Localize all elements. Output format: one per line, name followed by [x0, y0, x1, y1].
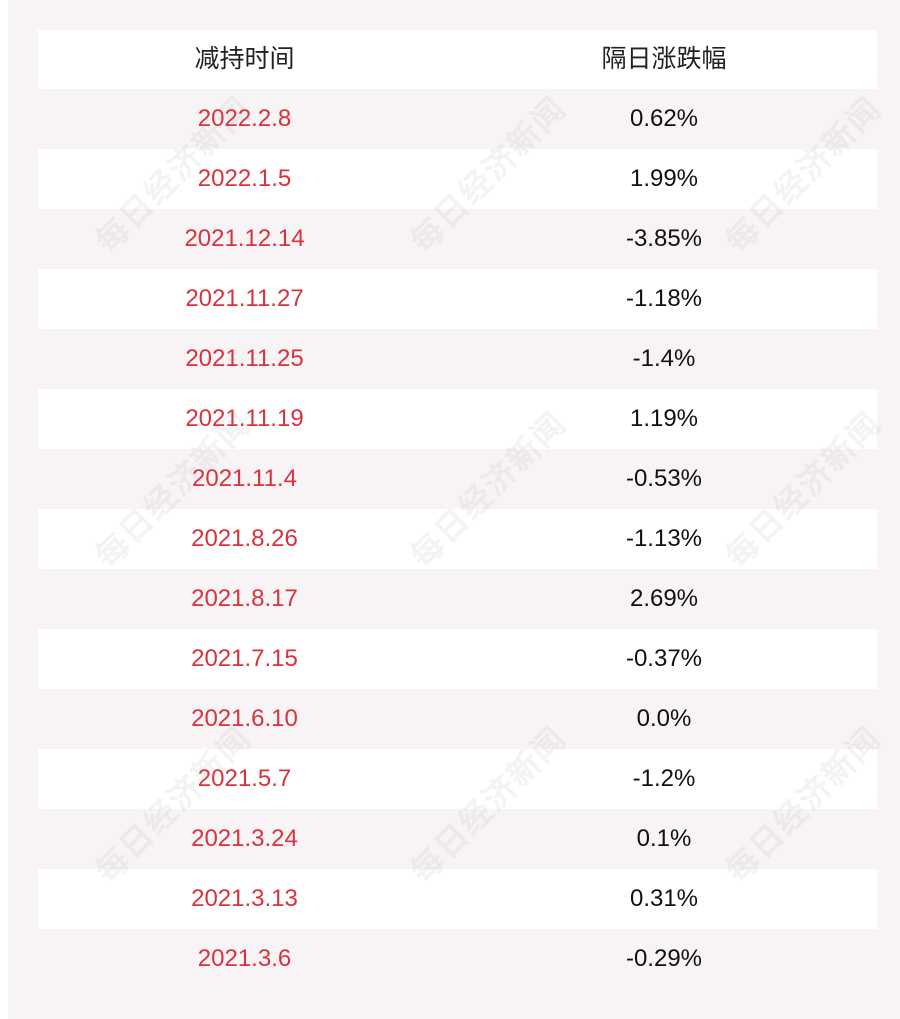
header-change: 隔日涨跌幅 [601, 45, 727, 73]
row-change: 0.0% [636, 705, 692, 732]
table-row: 2021.11.27 -1.18% [38, 269, 877, 329]
table-header-row: 减持时间 隔日涨跌幅 [38, 30, 877, 89]
row-change: -0.29% [625, 945, 703, 972]
row-date: 2021.3.24 [191, 825, 298, 852]
row-change: -1.13% [625, 525, 703, 552]
row-change: 2.69% [629, 585, 699, 612]
row-change: -1.18% [625, 285, 703, 312]
table-row: 2022.2.8 0.62% [38, 89, 877, 149]
row-change: 0.62% [629, 105, 699, 132]
table-row: 2021.6.10 0.0% [38, 689, 877, 749]
row-change: -1.4% [632, 345, 696, 372]
row-date: 2022.2.8 [197, 105, 292, 132]
data-table: 减持时间 隔日涨跌幅 2022.2.8 0.62% 2022.1.5 1.99% 202… [38, 30, 877, 989]
table-row: 2021.5.7 -1.2% [38, 749, 877, 809]
row-change: 1.19% [629, 405, 699, 432]
row-date: 2021.5.7 [197, 765, 292, 792]
row-date: 2021.11.25 [185, 345, 304, 372]
row-change: -3.85% [625, 225, 703, 252]
row-change: 0.31% [629, 885, 699, 912]
row-date: 2021.8.26 [191, 525, 298, 552]
row-date: 2021.3.13 [191, 885, 298, 912]
row-change: 0.1% [636, 825, 692, 852]
row-date: 2021.6.10 [191, 705, 298, 732]
table-row: 2021.11.25 -1.4% [38, 329, 877, 389]
table-row: 2021.3.13 0.31% [38, 869, 877, 929]
table-row: 2021.11.19 1.19% [38, 389, 877, 449]
row-date: 2021.11.4 [192, 465, 297, 492]
row-change: -0.53% [625, 465, 703, 492]
row-date: 2022.1.5 [197, 165, 292, 192]
table-row: 2022.1.5 1.99% [38, 149, 877, 209]
table-body: 2022.2.8 0.62% 2022.1.5 1.99% 2021.12.14 -3.8… [38, 89, 877, 989]
row-date: 2021.7.15 [191, 645, 298, 672]
table-row: 2021.11.4 -0.53% [38, 449, 877, 509]
table-row: 2021.3.6 -0.29% [38, 929, 877, 989]
table-row: 2021.7.15 -0.37% [38, 629, 877, 689]
row-change: 1.99% [629, 165, 699, 192]
row-date: 2021.11.27 [185, 285, 304, 312]
table-row: 2021.8.17 2.69% [38, 569, 877, 629]
row-change: -1.2% [632, 765, 696, 792]
row-date: 2021.8.17 [191, 585, 298, 612]
row-date: 2021.11.19 [185, 405, 304, 432]
table-row: 2021.12.14 -3.85% [38, 209, 877, 269]
table-row: 2021.8.26 -1.13% [38, 509, 877, 569]
row-change: -0.37% [625, 645, 703, 672]
row-date: 2021.3.6 [197, 945, 292, 972]
header-date: 减持时间 [194, 45, 295, 73]
row-date: 2021.12.14 [184, 225, 305, 252]
table-row: 2021.3.24 0.1% [38, 809, 877, 869]
